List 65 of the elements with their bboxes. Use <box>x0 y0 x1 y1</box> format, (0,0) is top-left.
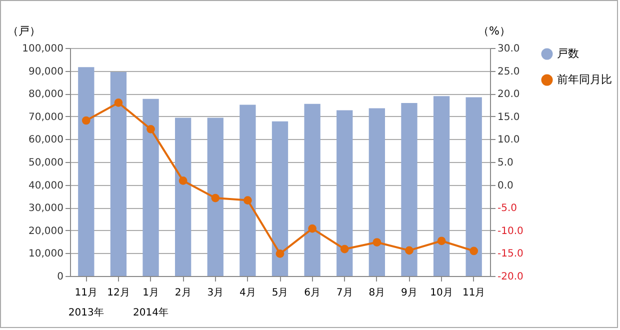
legend-label: 前年同月比 <box>557 73 612 86</box>
y-tick-label: 60,000 <box>28 134 64 146</box>
point <box>178 176 188 185</box>
bar <box>240 104 256 276</box>
point <box>308 224 316 233</box>
y2-tick-label: 20.0 <box>498 89 520 100</box>
point <box>276 249 284 258</box>
bar <box>110 72 127 276</box>
x-tick-label: 2月 <box>174 288 192 298</box>
y-tick-label: 0 <box>57 272 64 282</box>
y-tick-label: 100,000 <box>22 44 64 54</box>
x-tick-label: 12月 <box>107 288 130 298</box>
point <box>146 124 155 134</box>
x-tick-label: 6月 <box>304 288 320 298</box>
x-tick-label: 1月 2014年 <box>133 288 168 318</box>
y2-tick-label: -15.0 <box>498 248 524 260</box>
x-tick-label: 8月 <box>368 288 386 298</box>
bar <box>78 67 94 276</box>
point <box>114 98 123 107</box>
x-tick-label: 11月 2013年 <box>68 288 104 318</box>
point <box>211 194 220 202</box>
point <box>82 116 90 125</box>
point <box>372 238 382 246</box>
legend-label: 戸数 <box>557 47 579 60</box>
bar <box>401 102 418 276</box>
bar <box>368 108 385 276</box>
point <box>437 236 446 246</box>
y-tick-label: 40,000 <box>28 180 64 192</box>
y-tick-label: 30,000 <box>28 203 64 214</box>
bar <box>272 121 288 276</box>
y-tick-label: 50,000 <box>28 158 64 168</box>
y-axis-title: （戸） <box>8 24 40 38</box>
y-tick-label: 20,000 <box>28 226 64 237</box>
y2-tick-label: -10.0 <box>498 226 524 237</box>
bar <box>175 118 192 276</box>
bar <box>466 97 482 276</box>
y-tick-label: 10,000 <box>28 248 64 260</box>
x-tick-label: 9月 <box>401 288 418 298</box>
y2-tick-label: -20.0 <box>498 272 524 282</box>
y-tick-label: 70,000 <box>28 112 64 123</box>
point <box>340 244 349 254</box>
point <box>244 196 252 204</box>
bar <box>142 98 159 276</box>
y2-tick-label: 30.0 <box>498 44 520 54</box>
y2-tick-label: 15.0 <box>498 112 520 123</box>
point <box>405 246 414 255</box>
x-tick-label: 5月 <box>272 288 288 298</box>
y-tick-label: 90,000 <box>28 66 64 78</box>
bar <box>336 110 353 276</box>
point <box>470 246 478 256</box>
x-tick-label: 3月 <box>207 288 224 298</box>
y2-tick-label: 5.0 <box>498 158 514 168</box>
y2-axis-title: （%） <box>478 24 510 38</box>
bar <box>304 104 320 276</box>
y2-tick-label: 25.0 <box>498 66 520 78</box>
x-tick-label: 11月 <box>462 288 486 298</box>
y-tick-label: 80,000 <box>28 89 64 100</box>
bar <box>207 118 224 276</box>
x-tick-label: 10月 <box>430 288 453 298</box>
y2-tick-label: -5.0 <box>498 203 518 214</box>
y2-tick-label: 0.0 <box>498 180 514 192</box>
x-tick-label: 7月 <box>336 288 353 298</box>
y2-tick-label: 10.0 <box>498 134 520 146</box>
x-tick-label: 4月 <box>240 288 256 298</box>
bar <box>433 96 450 276</box>
